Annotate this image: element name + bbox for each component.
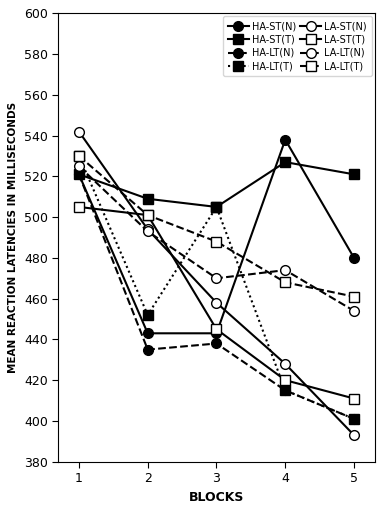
Y-axis label: MEAN REACTION LATENCIES IN MILLISECONDS: MEAN REACTION LATENCIES IN MILLISECONDS — [8, 102, 18, 373]
HA-ST(T) — [214, 204, 219, 210]
HA-LT(T) — [283, 387, 288, 393]
Line: LA-LT(T): LA-LT(T) — [74, 151, 359, 302]
X-axis label: BLOCKS: BLOCKS — [189, 490, 244, 504]
LA-LT(T) — [283, 279, 288, 285]
LA-ST(N) — [283, 361, 288, 367]
HA-LT(N) — [214, 340, 219, 347]
HA-ST(N) — [77, 171, 81, 177]
LA-ST(N) — [214, 300, 219, 306]
Line: HA-ST(T): HA-ST(T) — [74, 157, 359, 212]
HA-LT(N) — [352, 416, 356, 422]
HA-LT(N) — [283, 387, 288, 393]
LA-ST(N) — [352, 432, 356, 438]
Legend: HA-ST(N), HA-ST(T), HA-LT(N), HA-LT(T), LA-ST(N), LA-ST(T), LA-LT(N), LA-LT(T): HA-ST(N), HA-ST(T), HA-LT(N), HA-LT(T), … — [223, 16, 372, 76]
LA-LT(N) — [214, 275, 219, 282]
Line: LA-LT(N): LA-LT(N) — [74, 161, 359, 316]
HA-LT(N) — [77, 171, 81, 177]
HA-LT(T) — [77, 153, 81, 159]
LA-LT(N) — [146, 228, 150, 234]
Line: HA-LT(N): HA-LT(N) — [74, 169, 359, 424]
LA-LT(T) — [352, 293, 356, 300]
LA-ST(T) — [214, 326, 219, 332]
HA-ST(T) — [283, 159, 288, 165]
HA-ST(N) — [352, 255, 356, 261]
Line: LA-ST(N): LA-ST(N) — [74, 126, 359, 440]
LA-ST(T) — [352, 395, 356, 401]
Line: LA-ST(T): LA-ST(T) — [74, 202, 359, 403]
LA-LT(N) — [77, 163, 81, 169]
HA-LT(N) — [146, 347, 150, 353]
HA-LT(T) — [352, 416, 356, 422]
LA-ST(N) — [146, 226, 150, 232]
LA-LT(N) — [352, 308, 356, 314]
HA-ST(T) — [146, 196, 150, 202]
Line: HA-ST(N): HA-ST(N) — [74, 135, 359, 338]
HA-LT(T) — [214, 204, 219, 210]
LA-LT(N) — [283, 267, 288, 273]
HA-LT(T) — [146, 312, 150, 318]
LA-ST(N) — [77, 129, 81, 135]
Line: HA-LT(T): HA-LT(T) — [74, 151, 359, 424]
LA-ST(T) — [146, 212, 150, 218]
HA-ST(T) — [352, 171, 356, 177]
HA-ST(N) — [146, 330, 150, 336]
LA-ST(T) — [283, 377, 288, 383]
HA-ST(N) — [214, 330, 219, 336]
LA-LT(T) — [77, 153, 81, 159]
LA-ST(T) — [77, 204, 81, 210]
HA-ST(N) — [283, 137, 288, 143]
HA-ST(T) — [77, 171, 81, 177]
LA-LT(T) — [146, 212, 150, 218]
LA-LT(T) — [214, 239, 219, 245]
